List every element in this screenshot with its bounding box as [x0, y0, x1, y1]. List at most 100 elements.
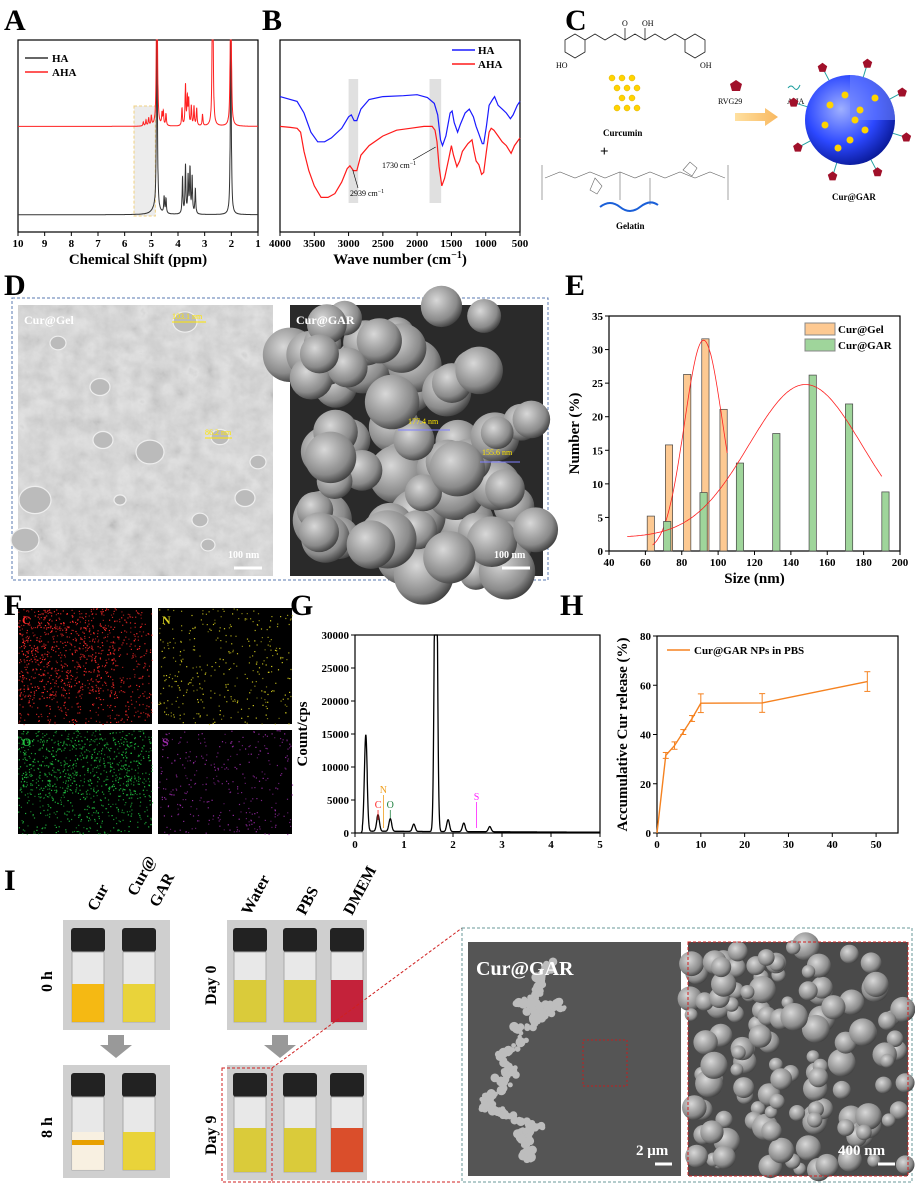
- eds-dot: [206, 664, 208, 666]
- eds-dot: [36, 647, 38, 649]
- eds-dot: [115, 660, 117, 662]
- eds-dot: [110, 764, 112, 766]
- eds-dot: [182, 658, 184, 660]
- eds-dot: [105, 609, 107, 612]
- eds-dot: [190, 806, 192, 808]
- eds-dot: [123, 741, 125, 743]
- plot-frame: [279, 39, 521, 233]
- eds-dot: [85, 643, 87, 645]
- eds-dot: [140, 763, 142, 765]
- eds-dot: [200, 619, 202, 621]
- eds-dot: [33, 832, 35, 834]
- eds-dot: [61, 710, 63, 712]
- eds-dot: [134, 674, 136, 676]
- eds-dot: [52, 799, 54, 802]
- eds-dot: [33, 694, 35, 696]
- eds-dot: [74, 739, 76, 742]
- eds-dot: [19, 694, 21, 696]
- aggregate-particle: [522, 1007, 532, 1016]
- eds-dot: [44, 688, 46, 690]
- aggregate-particle: [768, 1137, 795, 1164]
- eds-dot: [122, 677, 124, 679]
- eds-dot: [148, 739, 150, 741]
- sem-title: Cur@GAR: [296, 313, 355, 327]
- eds-dot: [151, 659, 153, 661]
- eds-dot: [79, 755, 81, 757]
- eds-dot: [39, 741, 41, 743]
- column-label: DMEM: [341, 864, 381, 918]
- aggregate-particle: [757, 949, 775, 966]
- eds-dot: [230, 791, 232, 793]
- eds-dot: [64, 701, 66, 703]
- eds-dot: [211, 799, 213, 801]
- vial-cap: [330, 928, 364, 952]
- eds-dot: [164, 797, 166, 799]
- eds-dot: [62, 792, 65, 794]
- eds-dot: [24, 794, 26, 796]
- eds-dot: [271, 733, 273, 735]
- eds-dot: [19, 751, 22, 753]
- eds-dot: [140, 818, 142, 820]
- eds-dot: [246, 638, 249, 640]
- eds-dot: [81, 613, 83, 615]
- eds-dot: [252, 705, 254, 707]
- eds-dot: [169, 673, 171, 676]
- eds-dot: [77, 618, 79, 620]
- eds-dot: [174, 680, 176, 683]
- eds-dot: [72, 719, 74, 721]
- eds-dot: [248, 708, 250, 710]
- nanosphere: [513, 507, 559, 553]
- x-tick-label: 1: [255, 238, 261, 250]
- eds-dot: [21, 777, 24, 779]
- eds-dot: [137, 767, 140, 769]
- eds-dot: [177, 808, 179, 810]
- eds-dot: [108, 654, 110, 656]
- eds-dot: [107, 609, 109, 611]
- eds-dot: [25, 786, 27, 788]
- eds-dot: [92, 807, 94, 809]
- eds-dot: [64, 813, 66, 815]
- eds-dot: [23, 754, 25, 756]
- aggregate-particle: [700, 1051, 728, 1079]
- eds-dot: [99, 738, 101, 740]
- eds-dot: [125, 755, 127, 757]
- eds-dot: [107, 811, 109, 813]
- eds-dot: [138, 755, 140, 757]
- eds-dot: [114, 742, 116, 744]
- eds-dot: [53, 771, 55, 773]
- eds-dot: [52, 763, 54, 766]
- eds-dot: [131, 768, 133, 770]
- eds-dot: [47, 672, 49, 674]
- eds-dot: [217, 817, 219, 819]
- eds-dot: [206, 777, 208, 779]
- eds-dot: [64, 791, 66, 793]
- eds-dot: [55, 680, 57, 682]
- eds-dot: [38, 796, 40, 798]
- eds-dot: [31, 628, 33, 630]
- y-tick-label: 15: [592, 445, 604, 457]
- annotation-2939: 2939 cm−1: [350, 189, 384, 198]
- aggregate-particle: [693, 1030, 718, 1055]
- eds-dot: [247, 715, 249, 718]
- eds-dot: [74, 651, 76, 653]
- vial-cap: [233, 928, 267, 952]
- eds-dot: [107, 689, 109, 691]
- eds-dot: [166, 826, 168, 828]
- eds-dot: [199, 666, 201, 668]
- eds-dot: [43, 609, 45, 611]
- y-tick-label: 25: [592, 378, 604, 390]
- eds-dot: [115, 778, 117, 780]
- eds-dot: [172, 789, 174, 791]
- eds-dot: [40, 764, 42, 766]
- eds-dot: [108, 629, 110, 632]
- eds-dot: [93, 789, 95, 791]
- eds-dot: [61, 693, 63, 696]
- eds-dot: [198, 713, 200, 715]
- aggregate-particle: [889, 1101, 909, 1120]
- x-tick-label: 160: [819, 557, 836, 569]
- eds-dot: [67, 818, 69, 820]
- eds-dot: [148, 826, 150, 828]
- aggregate-particle: [769, 1057, 783, 1072]
- eds-dot: [27, 656, 29, 658]
- eds-dot: [128, 686, 130, 688]
